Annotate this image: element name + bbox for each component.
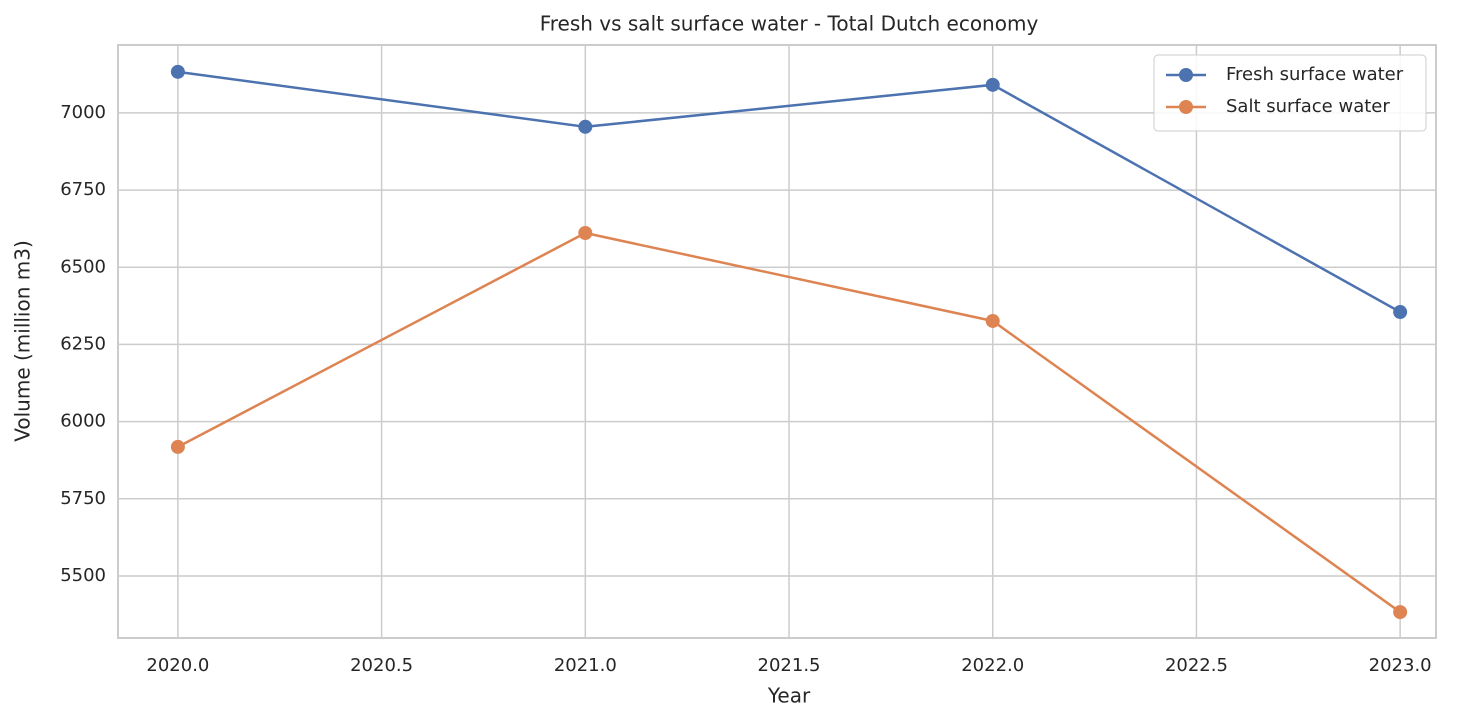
legend-marker — [1179, 68, 1193, 82]
series-line — [177, 231, 1401, 614]
x-tick-label: 2021.0 — [554, 655, 617, 676]
data-point — [170, 439, 185, 454]
y-tick-label: 6500 — [60, 256, 106, 277]
series-line — [177, 70, 1401, 314]
data-point — [578, 119, 593, 134]
x-tick-label: 2021.5 — [758, 655, 821, 676]
y-axis-label: Volume (million m3) — [11, 240, 35, 442]
data-point — [985, 77, 1000, 92]
data-point — [1393, 605, 1408, 620]
x-axis-label: Year — [767, 684, 811, 708]
x-tick-label: 2022.0 — [961, 655, 1024, 676]
y-tick-label: 6000 — [60, 411, 106, 432]
y-tick-label: 5500 — [60, 565, 106, 586]
x-tick-label: 2022.5 — [1165, 655, 1228, 676]
data-point — [170, 64, 185, 79]
y-tick-label: 7000 — [60, 102, 106, 123]
data-point — [985, 313, 1000, 328]
y-tick-label: 6250 — [60, 333, 106, 354]
legend: Fresh surface water Salt surface water — [1153, 54, 1427, 132]
x-tick-label: 2023.0 — [1369, 655, 1432, 676]
x-tick-label: 2020.5 — [350, 655, 413, 676]
data-point — [578, 225, 593, 240]
legend-box — [1153, 54, 1427, 132]
legend-label: Fresh surface water — [1226, 64, 1404, 85]
y-tick-label: 6750 — [60, 179, 106, 200]
x-tick-label: 2020.0 — [146, 655, 209, 676]
y-tick-label: 5750 — [60, 488, 106, 509]
data-point — [1393, 305, 1408, 320]
chart-title: Fresh vs salt surface water - Total Dutc… — [540, 12, 1039, 36]
legend-marker — [1179, 100, 1193, 114]
plot-frame — [117, 44, 1437, 639]
legend-label: Salt surface water — [1226, 96, 1390, 117]
